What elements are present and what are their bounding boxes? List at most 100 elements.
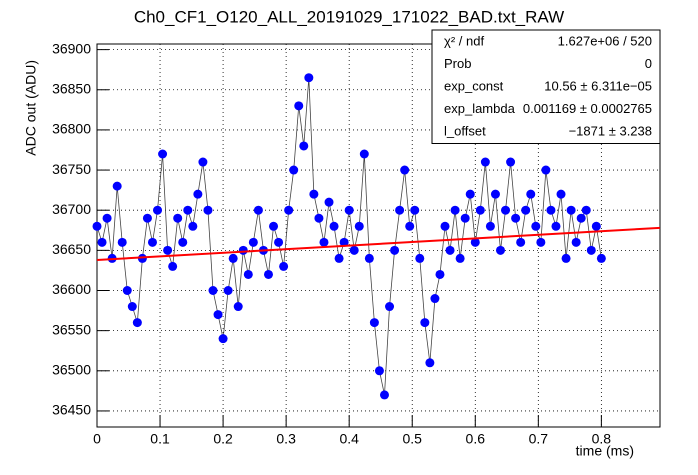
- data-point: [122, 286, 132, 296]
- data-point: [445, 245, 455, 255]
- x-tick-label: 0.4: [339, 431, 359, 447]
- data-point: [102, 213, 112, 223]
- data-point: [294, 101, 304, 111]
- data-point: [168, 261, 178, 271]
- data-point: [319, 237, 329, 247]
- data-point: [163, 245, 173, 255]
- data-point: [576, 213, 586, 223]
- data-point: [253, 205, 263, 215]
- data-point: [243, 269, 253, 279]
- data-point: [183, 205, 193, 215]
- data-point: [511, 213, 521, 223]
- data-point: [314, 213, 324, 223]
- data-point: [344, 205, 354, 215]
- x-tick-label: 0.7: [529, 431, 549, 447]
- data-point: [561, 253, 571, 263]
- data-point: [339, 237, 349, 247]
- stats-label: χ² / ndf: [444, 34, 484, 49]
- data-point: [385, 302, 395, 312]
- x-tick-label: 0.6: [466, 431, 486, 447]
- data-point: [485, 221, 495, 231]
- stats-value: −1871 ± 3.238: [569, 124, 652, 139]
- data-point: [349, 245, 359, 255]
- data-point: [238, 245, 248, 255]
- data-point: [440, 221, 450, 231]
- data-point: [420, 318, 430, 328]
- data-point: [526, 189, 536, 199]
- data-point: [465, 189, 475, 199]
- data-point: [450, 205, 460, 215]
- data-point: [571, 237, 581, 247]
- data-point: [173, 213, 183, 223]
- x-tick-label: 0.8: [592, 431, 612, 447]
- data-point: [142, 213, 152, 223]
- data-point: [354, 221, 364, 231]
- data-point: [97, 237, 107, 247]
- data-point: [233, 302, 243, 312]
- data-point: [208, 286, 218, 296]
- data-point: [92, 221, 102, 231]
- data-point: [501, 205, 511, 215]
- data-point: [596, 253, 606, 263]
- data-point: [435, 269, 445, 279]
- y-axis-label: ADC out (ADU): [23, 60, 39, 156]
- stats-value: 0: [645, 56, 652, 71]
- data-point: [536, 237, 546, 247]
- data-point: [460, 213, 470, 223]
- data-point: [158, 149, 168, 159]
- stats-label: Prob: [444, 56, 471, 71]
- data-point: [203, 205, 213, 215]
- data-point: [223, 286, 233, 296]
- data-point: [117, 237, 127, 247]
- y-tick-label: 36500: [52, 361, 91, 377]
- data-point: [410, 205, 420, 215]
- data-point: [506, 157, 516, 167]
- stats-label: exp_lambda: [444, 101, 516, 116]
- stats-value: 10.56 ± 6.311e−05: [544, 79, 652, 94]
- data-point: [541, 165, 551, 175]
- x-tick-label: 0: [93, 431, 101, 447]
- data-point: [359, 149, 369, 159]
- x-tick-label: 0.1: [150, 431, 170, 447]
- x-tick-label: 0.3: [276, 431, 296, 447]
- data-point: [279, 261, 289, 271]
- y-tick-label: 36800: [52, 121, 91, 137]
- data-point: [132, 318, 142, 328]
- data-point: [153, 205, 163, 215]
- data-point: [274, 237, 284, 247]
- data-point: [364, 253, 374, 263]
- data-point: [430, 294, 440, 304]
- data-point: [395, 205, 405, 215]
- data-point: [516, 237, 526, 247]
- y-tick-label: 36900: [52, 40, 91, 56]
- data-point: [213, 310, 223, 320]
- data-point: [269, 221, 279, 231]
- stats-value: 1.627e+06 / 520: [558, 34, 652, 49]
- data-point: [147, 237, 157, 247]
- stats-box: [431, 29, 661, 144]
- data-point: [586, 245, 596, 255]
- data-point: [591, 221, 601, 231]
- data-point: [379, 390, 389, 400]
- data-point: [193, 189, 203, 199]
- data-point: [415, 253, 425, 263]
- data-point: [425, 358, 435, 368]
- data-point: [228, 253, 238, 263]
- data-point: [188, 221, 198, 231]
- data-point: [324, 197, 334, 207]
- data-point: [546, 205, 556, 215]
- x-tick-label: 0.2: [213, 431, 233, 447]
- data-point: [112, 181, 122, 191]
- data-point: [369, 318, 379, 328]
- data-point: [178, 237, 188, 247]
- data-point: [581, 205, 591, 215]
- y-tick-label: 36650: [52, 241, 91, 257]
- y-tick-label: 36700: [52, 201, 91, 217]
- data-point: [248, 237, 258, 247]
- data-point: [495, 245, 505, 255]
- data-point: [309, 189, 319, 199]
- data-point: [480, 157, 490, 167]
- data-point: [289, 165, 299, 175]
- data-point: [284, 205, 294, 215]
- x-tick-label: 0.5: [402, 431, 422, 447]
